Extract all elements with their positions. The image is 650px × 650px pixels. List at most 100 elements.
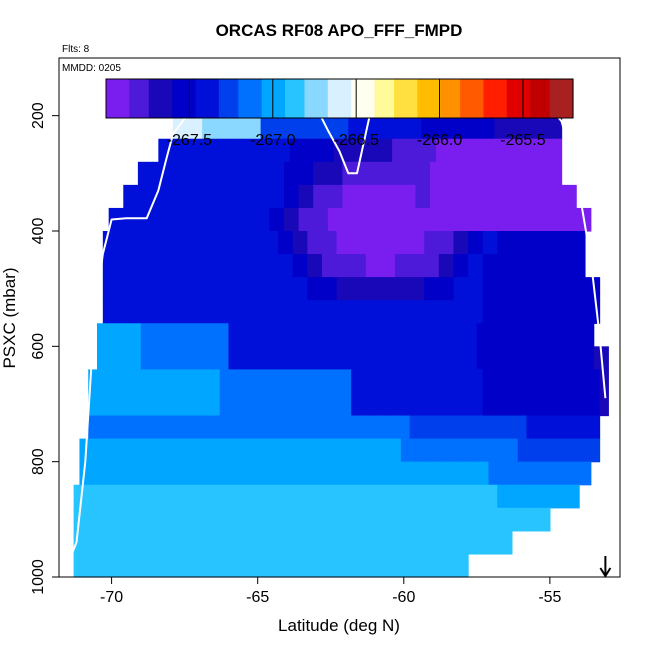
heatmap-cell — [175, 507, 192, 532]
heatmap-cell — [546, 461, 563, 486]
heatmap-cell — [491, 323, 507, 347]
heatmap-cell — [508, 138, 525, 163]
colorbar-segment — [121, 79, 127, 118]
heatmap-cell — [453, 254, 469, 278]
heatmap-cell — [321, 277, 338, 301]
colorbar-segment — [207, 79, 212, 118]
heatmap-cell — [321, 300, 338, 324]
heatmap-cell — [395, 231, 411, 255]
heatmap-cell — [497, 392, 513, 417]
colorbar-segment — [176, 79, 181, 118]
heatmap-cell — [552, 138, 563, 163]
heatmap-cell — [321, 553, 338, 578]
heatmap-cell — [400, 461, 417, 486]
heatmap-cell — [155, 346, 171, 370]
colorbar-segment — [390, 79, 395, 118]
heatmap-cell — [424, 254, 440, 278]
heatmap-cell — [117, 415, 133, 440]
heatmap-cell — [453, 553, 469, 578]
heatmap-cell — [336, 300, 352, 324]
heatmap-cell — [333, 115, 349, 140]
colorbar-segment — [362, 79, 368, 118]
colorbar-segment — [440, 79, 446, 118]
heatmap-cell — [395, 530, 411, 555]
heatmap-cell — [444, 461, 460, 486]
colorbar-segment — [545, 79, 551, 118]
heatmap-cell — [365, 392, 382, 417]
heatmap-cell — [541, 507, 551, 532]
heatmap-cell — [234, 392, 250, 417]
heatmap-cell — [444, 161, 460, 186]
heatmap-cell — [415, 438, 431, 463]
heatmap-cell — [278, 369, 294, 394]
heatmap-cell — [579, 323, 595, 347]
heatmap-cell — [140, 346, 157, 370]
heatmap-cell — [552, 115, 563, 140]
heatmap-cell — [430, 184, 446, 209]
heatmap-cell — [184, 346, 200, 370]
colorbar-segment — [526, 79, 531, 118]
heatmap-cell — [269, 161, 285, 186]
heatmap-cell — [304, 138, 320, 163]
heatmap-cell — [389, 346, 405, 370]
heatmap-cell — [526, 277, 542, 301]
colorbar-segment — [537, 79, 543, 118]
heatmap-cell — [102, 415, 119, 440]
heatmap-cell — [152, 438, 168, 463]
heatmap-cell — [494, 138, 510, 163]
heatmap-cell — [395, 369, 411, 394]
heatmap-cell — [400, 438, 417, 463]
heatmap-cell — [234, 507, 250, 532]
heatmap-cell — [506, 346, 522, 370]
heatmap-cell — [424, 231, 440, 255]
heatmap-cell — [199, 346, 215, 370]
heatmap-cell — [263, 231, 279, 255]
heatmap-cell — [137, 438, 154, 463]
heatmap-cell — [289, 115, 306, 140]
heatmap-cell — [424, 507, 440, 532]
colorbar-segment — [203, 79, 208, 118]
heatmap-cell — [392, 138, 408, 163]
colorbar-segment — [518, 79, 524, 118]
heatmap-cell — [497, 530, 513, 555]
colorbar-segment — [312, 79, 317, 118]
heatmap-cell — [365, 277, 382, 301]
heatmap-cell — [395, 392, 411, 417]
heatmap-cell — [254, 438, 270, 463]
heatmap-cell — [263, 415, 279, 440]
heatmap-cell — [409, 254, 425, 278]
heatmap-cell — [278, 254, 294, 278]
heatmap-cell — [359, 346, 376, 370]
heatmap-cell — [503, 461, 519, 486]
heatmap-cell — [205, 300, 221, 324]
heatmap-cell — [351, 553, 367, 578]
heatmap-cell — [94, 438, 110, 463]
heatmap-cell — [219, 415, 235, 440]
heatmap-cell — [459, 161, 475, 186]
heatmap-cell — [219, 530, 235, 555]
heatmap-cell — [424, 369, 440, 394]
heatmap-cell — [453, 392, 469, 417]
heatmap-cell — [409, 484, 425, 509]
heatmap-cell — [269, 207, 285, 232]
heatmap-cell — [336, 369, 352, 394]
heatmap-cell — [336, 392, 352, 417]
heatmap-cell — [175, 369, 192, 394]
heatmap-cell — [307, 369, 323, 394]
colorbar-segment — [553, 79, 559, 118]
heatmap-cell — [263, 392, 279, 417]
heatmap-cell — [292, 507, 308, 532]
heatmap-cell — [327, 438, 344, 463]
colorbar-segment — [331, 79, 337, 118]
heatmap-cell — [132, 369, 148, 394]
heatmap-cell — [418, 323, 434, 347]
heatmap-cell — [438, 392, 455, 417]
heatmap-cell — [248, 530, 265, 555]
heatmap-cell — [321, 231, 338, 255]
heatmap-cell — [409, 415, 425, 440]
heatmap-cell — [468, 530, 484, 555]
heatmap-cell — [330, 323, 346, 347]
heatmap-cell — [447, 346, 463, 370]
heatmap-cell — [599, 392, 609, 417]
heatmap-cell — [584, 415, 601, 440]
